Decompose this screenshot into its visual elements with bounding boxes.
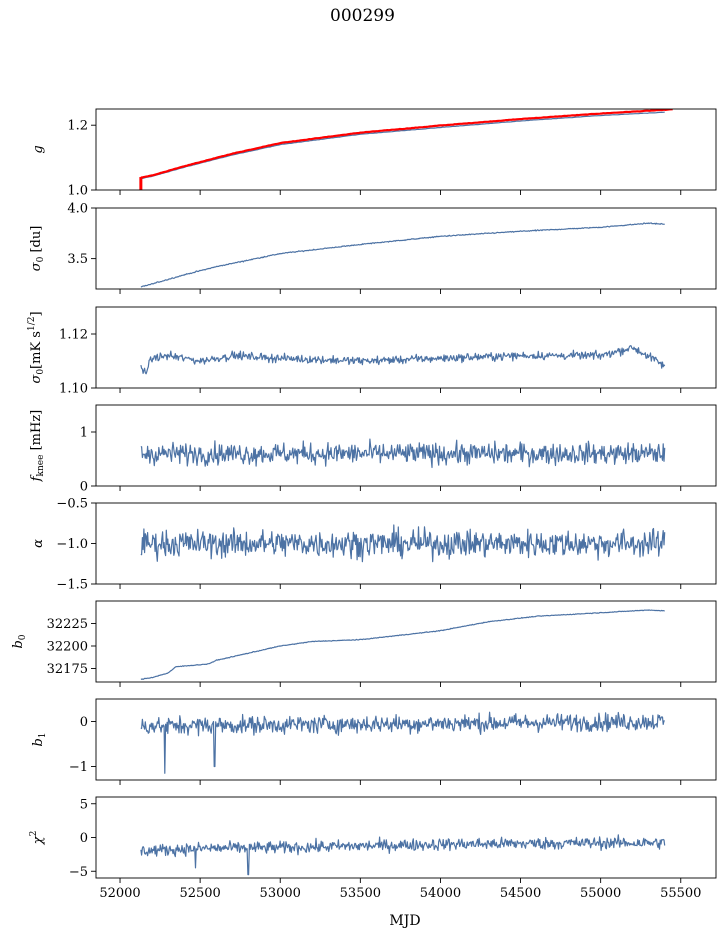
panel-chi2: 52000 52500 53000 53500 54000 54500 55000 55500…: [29, 796, 717, 901]
panel-frame: [95, 207, 717, 290]
x-tick-label: 52500: [179, 886, 220, 901]
x-tick-label: 54000: [420, 886, 461, 901]
panel-frame: [95, 404, 717, 487]
x-tick-label: 53000: [260, 886, 301, 901]
panel-alpha: −1.5 −1.0 −0.5 α: [31, 497, 717, 593]
plot-area: [140, 609, 665, 680]
panel-frame: [95, 698, 717, 781]
y-axis-label: b0: [11, 634, 28, 648]
y-tick-label: 0: [80, 831, 88, 846]
y-tick-label: 1.12: [59, 328, 88, 343]
chart-panels: 1.0 1.2 g 3.5 4.0 σ0 [du] 1.10 1.12 σ0[mK s1/2] 0…: [11, 108, 717, 901]
y-axis-label: σ0 [du]: [29, 226, 46, 272]
y-tick-label: 1.10: [59, 382, 88, 397]
panel-fknee: 0 1 fknee [mHz]: [29, 404, 717, 495]
x-tick-label: 54500: [500, 886, 541, 901]
y-tick-label: −5: [69, 865, 88, 880]
y-tick-label: 0: [80, 480, 88, 495]
series-line-red: [140, 109, 673, 179]
plot-area: [140, 222, 665, 288]
y-axis-label: χ2: [29, 831, 46, 846]
panel-frame: [95, 796, 717, 879]
plot-area: [140, 345, 666, 375]
y-tick-label: 1.0: [67, 184, 88, 199]
x-tick-label: 53500: [340, 886, 381, 901]
y-tick-label: 32200: [47, 640, 88, 655]
y-axis-label: α: [31, 539, 46, 548]
panel-g: 1.0 1.2 g: [31, 108, 717, 199]
y-tick-label: −1.0: [56, 537, 88, 552]
plot-area: [140, 834, 666, 876]
y-tick-label: 1: [80, 426, 88, 441]
y-tick-label: −1: [69, 760, 88, 775]
panel-b0: 32175 32200 32225 b0: [11, 600, 717, 687]
y-axis-label: g: [31, 145, 46, 153]
series-line: [140, 711, 665, 774]
panel-sigma0-du: 3.5 4.0 σ0 [du]: [29, 202, 717, 294]
series-line: [140, 834, 666, 876]
y-tick-label: 1.2: [67, 119, 88, 134]
figure-title: 000299: [330, 6, 395, 26]
y-tick-label: 32225: [47, 617, 88, 632]
series-line: [140, 111, 665, 180]
y-tick-label: 32175: [47, 662, 88, 677]
y-axis-label: σ0[mK s1/2]: [27, 311, 46, 383]
panel-frame: [95, 108, 717, 191]
y-axis-label: fknee [mHz]: [29, 410, 46, 483]
panel-frame: [95, 306, 717, 389]
panel-frame: [95, 600, 717, 683]
x-tick-label: 55000: [580, 886, 621, 901]
y-tick-label: 3.5: [67, 252, 88, 267]
y-tick-label: −1.5: [56, 578, 88, 593]
y-axis-label: b1: [31, 732, 48, 746]
y-tick-label: 0: [80, 715, 88, 730]
x-tick-label: 55500: [660, 886, 701, 901]
y-tick-label: −0.5: [56, 497, 88, 512]
series-line: [140, 345, 666, 375]
x-axis-label: MJD: [389, 913, 420, 929]
series-line: [140, 222, 665, 288]
x-tick-label: 52000: [99, 886, 140, 901]
plot-area: [139, 109, 673, 190]
y-tick-label: 4.0: [67, 202, 88, 217]
series-line: [140, 438, 666, 469]
panel-sigma0-mk: 1.10 1.12 σ0[mK s1/2]: [27, 306, 717, 397]
plot-area: [140, 711, 665, 774]
series-line: [140, 609, 665, 680]
plot-area: [140, 438, 666, 469]
plot-area: [140, 524, 666, 563]
y-tick-label: 5: [80, 797, 88, 812]
panel-b1: −1 0 b1: [31, 698, 717, 785]
series-line: [140, 524, 666, 563]
